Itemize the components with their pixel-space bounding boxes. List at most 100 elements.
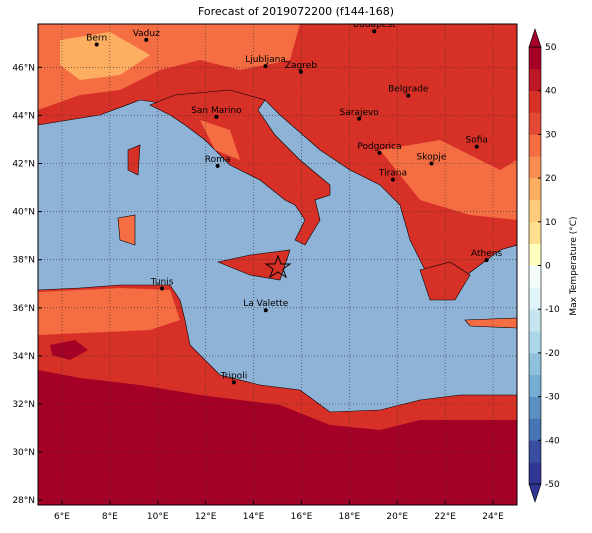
y-tick-label: 32°N xyxy=(12,400,35,410)
x-tick-label: 8°E xyxy=(102,512,118,522)
colorbar-band xyxy=(529,374,541,397)
axes: 6°E 8°E 10°E 12°E 14°E 16°E 18°E 20°E 22°E 24°E 28… xyxy=(12,63,504,522)
city-dot xyxy=(429,161,434,166)
colorbar-tick-label: 30 xyxy=(545,130,557,140)
x-tick-label: 24°E xyxy=(482,512,504,522)
colorbar-band xyxy=(529,134,541,157)
city-dot xyxy=(484,258,489,263)
city-label: Tripoli xyxy=(220,371,248,381)
city-dot xyxy=(231,380,236,385)
colorbar-band xyxy=(529,221,541,244)
colorbar-tick-label: -50 xyxy=(545,480,560,490)
colorbar-tick-label: 10 xyxy=(545,218,557,228)
colorbar-band xyxy=(529,440,541,463)
colorbar-band xyxy=(529,156,541,179)
colorbar-band xyxy=(529,309,541,332)
y-tick-label: 38°N xyxy=(12,256,35,266)
colorbar-band xyxy=(529,287,541,310)
y-tick-label: 36°N xyxy=(12,304,35,314)
city-label: Ljubljana xyxy=(245,55,286,65)
colorbar-band xyxy=(529,462,541,485)
y-tick-label: 46°N xyxy=(12,63,35,73)
city-label: Zagreb xyxy=(285,61,317,71)
city-label: Sarajevo xyxy=(340,108,380,118)
city-label: La Valette xyxy=(243,299,288,309)
x-tick-label: 22°E xyxy=(434,512,456,522)
colorbar-band xyxy=(529,352,541,376)
crete xyxy=(464,317,517,329)
y-tick-label: 28°N xyxy=(12,496,35,506)
land-warm xyxy=(380,140,517,220)
colorbar-tick-label: 50 xyxy=(545,43,557,53)
land-hot xyxy=(50,340,88,360)
city-label: Tirana xyxy=(378,169,407,179)
colorbar-tick-label: -20 xyxy=(545,349,560,359)
city-dot xyxy=(406,93,411,98)
y-tick-label: 44°N xyxy=(12,111,35,121)
x-tick-label: 18°E xyxy=(339,512,361,522)
colorbar-tick-label: -40 xyxy=(545,436,560,446)
colorbar-band xyxy=(529,112,541,135)
land-warm xyxy=(200,120,240,160)
colorbar-label: Max Temperature (°C) xyxy=(569,216,579,315)
colorbar-tick-label: 40 xyxy=(545,87,557,97)
city-label: Roma xyxy=(205,155,231,165)
colorbar-extend-top xyxy=(528,28,542,48)
y-tick-label: 34°N xyxy=(12,352,35,362)
colorbar-extend-bottom xyxy=(528,483,542,503)
city-dot xyxy=(474,144,479,149)
city-dot xyxy=(390,177,395,182)
colorbar-band xyxy=(529,178,541,201)
y-tick-label: 40°N xyxy=(12,208,35,218)
city-label: Sofia xyxy=(466,136,488,146)
colorbar-tick-label: 0 xyxy=(545,262,551,272)
colorbar-band xyxy=(529,68,541,91)
corsica xyxy=(127,144,141,176)
italy xyxy=(149,89,331,246)
city-label: Skopje xyxy=(417,152,447,162)
city-dot xyxy=(372,29,377,34)
x-tick-label: 16°E xyxy=(291,512,313,522)
city-dot xyxy=(357,116,362,121)
colorbar-band xyxy=(529,47,541,70)
x-tick-label: 6°E xyxy=(54,512,70,522)
city-label: Athens xyxy=(471,249,502,259)
city-dot xyxy=(377,150,382,155)
colorbar-band xyxy=(529,418,541,441)
city-label: Vaduz xyxy=(133,29,160,39)
city-label: Belgrade xyxy=(388,85,429,95)
x-tick-label: 20°E xyxy=(386,512,408,522)
city-label: Tunis xyxy=(150,278,174,288)
city-dot xyxy=(298,69,303,74)
colorbar: -50 -40 -30 -20 -10 0 10 20 30 40 50 xyxy=(528,28,560,503)
x-tick-label: 12°E xyxy=(195,512,217,522)
land-cool xyxy=(60,32,150,80)
city-dot xyxy=(263,308,268,313)
colorbar-tick-label: -30 xyxy=(545,393,560,403)
colorbar-band xyxy=(529,243,541,266)
city-dot xyxy=(144,37,149,42)
grid xyxy=(38,24,517,505)
map-frame xyxy=(37,23,518,506)
city-label: Bern xyxy=(86,33,107,43)
city-dot xyxy=(94,42,99,47)
colorbar-band xyxy=(529,265,541,288)
y-tick-label: 30°N xyxy=(12,448,35,458)
city-dot xyxy=(160,286,165,291)
x-tick-label: 14°E xyxy=(243,512,265,522)
city-dot xyxy=(214,114,219,119)
star-marker xyxy=(264,254,292,279)
city-label: San Marino xyxy=(191,106,242,116)
city-dot xyxy=(263,64,268,69)
peloponnese xyxy=(419,261,471,301)
land-warm xyxy=(38,288,180,335)
city-dot xyxy=(215,163,220,168)
colorbar-band xyxy=(529,199,541,223)
colorbar-band xyxy=(529,396,541,419)
city-label: Budapest xyxy=(353,20,396,30)
colorbar-tick-label: -10 xyxy=(545,305,560,315)
x-tick-label: 10°E xyxy=(147,512,169,522)
